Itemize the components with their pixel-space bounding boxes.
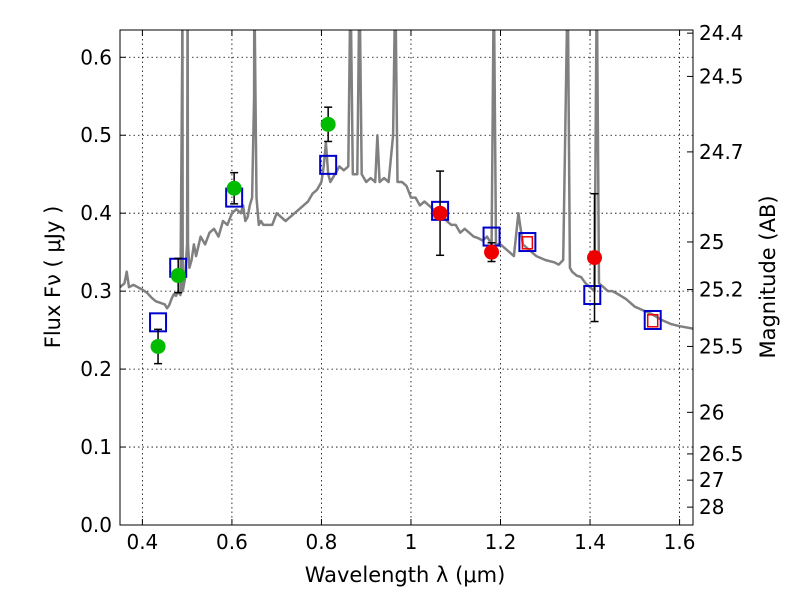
right-axis-label: Magnitude (AB) [756, 195, 780, 358]
near-ir-marker [646, 314, 659, 328]
observed-point [587, 250, 603, 266]
model-photometry-point [583, 285, 602, 306]
x-axis-label: Wavelength λ (μm) [305, 563, 506, 587]
near-ir-marker [521, 236, 534, 250]
right-tick-label: 26.5 [699, 442, 744, 466]
right-tick-label: 25 [699, 230, 724, 254]
axes: 0.4 0.6 0.8 1 1.2 1.4 1.6 0.0 0.1 0.2 0.3 0.4 0.5 0.6… [80, 21, 743, 554]
model-photometry-point [643, 309, 662, 330]
right-tick-label: 24.5 [699, 64, 744, 88]
y-tick-label: 0.3 [80, 279, 112, 303]
observed-point [170, 268, 186, 284]
plot-frame [119, 29, 694, 526]
x-tick-label: 0.8 [306, 530, 338, 554]
right-tick-label: 26 [699, 400, 724, 424]
y-tick-label: 0.2 [80, 357, 112, 381]
plot-area [120, 30, 693, 365]
x-tick-label: 1.2 [485, 530, 517, 554]
x-tick-label: 1.6 [664, 530, 696, 554]
y-tick-label: 0.1 [80, 435, 112, 459]
observed-point [484, 244, 500, 260]
right-tick-label: 24.7 [699, 140, 744, 164]
observed-point [432, 205, 448, 221]
x-tick-label: 0.6 [216, 530, 248, 554]
right-tick-label: 27 [699, 468, 724, 492]
right-tick-label: 28 [699, 495, 724, 519]
right-tick-label: 25.5 [699, 334, 744, 358]
observed-point [320, 116, 336, 132]
y-tick-label: 0.4 [80, 201, 112, 225]
observed-point [150, 338, 166, 354]
model-photometry-point [319, 154, 338, 175]
model-photometry-point [518, 232, 537, 253]
x-tick-label: 1 [405, 530, 418, 554]
y-axis-label: Flux Fν ( μJy ) [41, 206, 65, 349]
spectrum-line [120, 30, 693, 330]
y-tick-label: 0.6 [80, 45, 112, 69]
right-tick-label: 24.4 [699, 21, 744, 45]
right-tick-label: 25.2 [699, 278, 744, 302]
y-tick-label: 0.0 [80, 513, 112, 537]
y-tick-label: 0.5 [80, 123, 112, 147]
x-tick-label: 1.4 [574, 530, 606, 554]
observed-point [226, 180, 242, 196]
grid [120, 30, 693, 526]
x-tick-label: 0.4 [126, 530, 158, 554]
